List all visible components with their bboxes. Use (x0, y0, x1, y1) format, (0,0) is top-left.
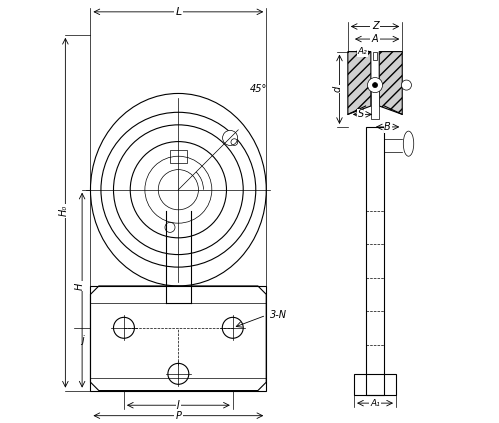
Bar (354, 374, 396, 395)
Text: A: A (372, 34, 378, 44)
Text: P: P (176, 411, 181, 421)
Bar (170, 150, 187, 162)
Text: Z: Z (372, 22, 378, 31)
Bar (371, 83, 379, 118)
Text: 3-N: 3-N (270, 310, 287, 320)
Text: d: d (332, 86, 342, 92)
Text: j: j (81, 335, 83, 345)
Circle shape (401, 80, 412, 90)
Text: H₀: H₀ (58, 205, 68, 216)
Circle shape (367, 77, 383, 93)
Bar (366, 127, 384, 395)
Text: B: B (384, 122, 391, 132)
Text: A₁: A₁ (370, 398, 380, 408)
Text: H: H (75, 282, 85, 290)
Polygon shape (348, 52, 371, 114)
Text: 45°: 45° (250, 84, 267, 94)
Circle shape (223, 130, 238, 146)
Bar (373, 52, 377, 60)
Text: L: L (175, 7, 182, 17)
Text: A₂: A₂ (358, 47, 367, 56)
Polygon shape (379, 52, 402, 114)
Text: S: S (358, 110, 364, 119)
Text: J: J (177, 400, 180, 410)
Circle shape (373, 82, 378, 88)
